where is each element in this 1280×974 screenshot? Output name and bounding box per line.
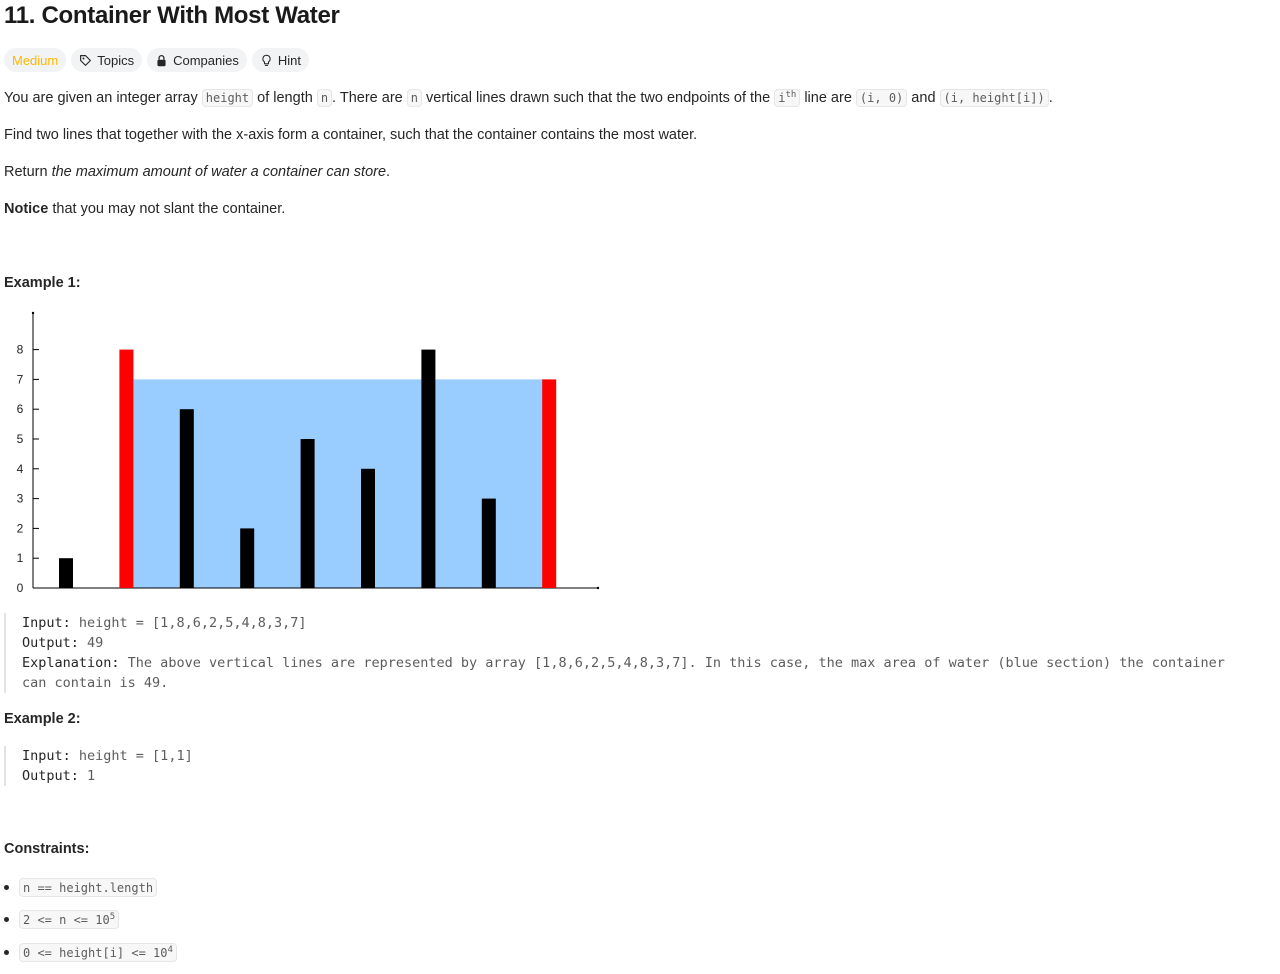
y-tick-label: 8 xyxy=(17,343,24,357)
description-paragraph-4: Notice that you may not slant the contai… xyxy=(4,201,286,217)
topics-label: Topics xyxy=(97,52,135,68)
companies-label: Companies xyxy=(173,52,239,68)
y-tick-label: 1 xyxy=(17,551,24,565)
lightbulb-icon xyxy=(262,54,271,66)
lock-icon xyxy=(157,54,166,66)
problem-title: 11. Container With Most Water xyxy=(4,2,340,29)
example-1-block: Input: height = [1,8,6,2,5,4,8,3,7] Outp… xyxy=(4,613,1225,693)
example-1-heading: Example 1: xyxy=(4,275,81,291)
y-axis-arrow xyxy=(31,311,35,315)
problem-tags: Medium Topics Companies Hint xyxy=(4,48,309,72)
y-tick-label: 5 xyxy=(17,432,24,446)
example-2-heading: Example 2: xyxy=(4,711,81,727)
hint-button[interactable]: Hint xyxy=(251,48,309,72)
bar xyxy=(481,498,496,588)
description-paragraph-1: You are given an integer array height of… xyxy=(4,89,1053,107)
constraint-item: n == height.length xyxy=(4,878,158,897)
constraint-item: 2 <= n <= 105 xyxy=(4,910,120,929)
y-tick-label: 3 xyxy=(17,492,24,506)
example-2-block: Input: height = [1,1] Output: 1 xyxy=(4,746,193,786)
water-area xyxy=(126,379,550,588)
tag-icon xyxy=(80,54,92,66)
y-tick-label: 0 xyxy=(17,581,24,595)
bar xyxy=(179,409,194,588)
y-tick-label: 7 xyxy=(17,372,24,386)
bar xyxy=(361,468,375,588)
topics-button[interactable]: Topics xyxy=(71,48,143,72)
y-tick-label: 4 xyxy=(17,462,24,476)
hint-label: Hint xyxy=(277,52,301,68)
description-paragraph-3: Return the maximum amount of water a con… xyxy=(4,164,391,180)
bar xyxy=(240,528,255,588)
highlighted-bar xyxy=(542,379,557,588)
bar xyxy=(300,439,315,588)
y-tick-label: 2 xyxy=(17,521,24,535)
bar xyxy=(421,349,436,588)
constraints-heading: Constraints: xyxy=(4,841,90,857)
bar xyxy=(59,558,73,588)
description-paragraph-2: Find two lines that together with the x-… xyxy=(4,127,698,143)
example-1-chart: 0 1 2 3 4 5 6 7 8 xyxy=(17,311,600,595)
companies-button[interactable]: Companies xyxy=(147,48,247,72)
constraint-item: 0 <= height[i] <= 104 xyxy=(4,943,177,962)
x-axis-arrow xyxy=(596,586,600,590)
highlighted-bar xyxy=(119,349,134,588)
y-tick-label: 6 xyxy=(17,402,24,416)
difficulty-badge: Medium xyxy=(4,48,67,72)
